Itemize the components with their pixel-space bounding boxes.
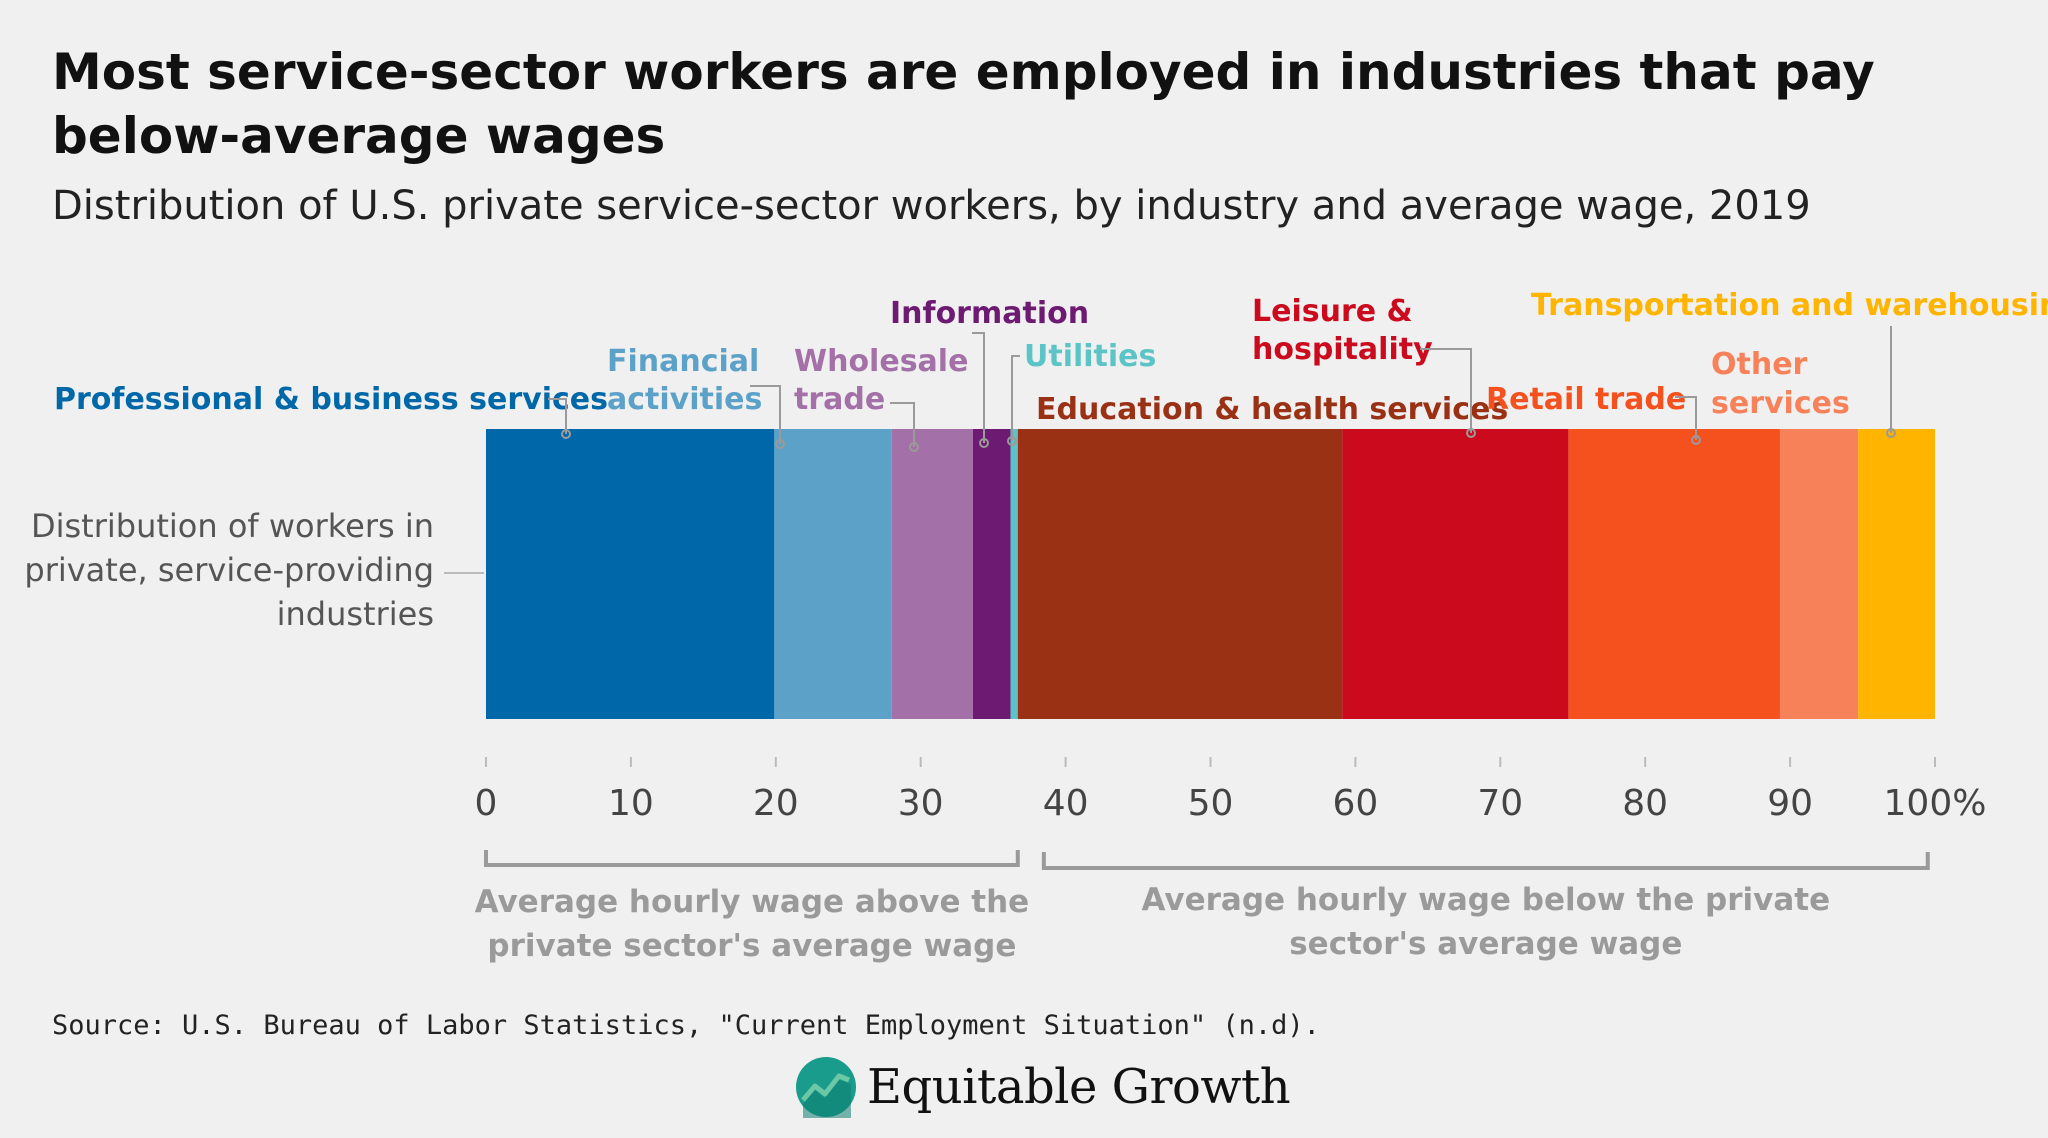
- equitable-growth-logo: Equitable Growth: [795, 1052, 1291, 1122]
- bar-segment-3: [972, 429, 1011, 719]
- x-tick-label-0: 0: [475, 783, 498, 824]
- bracket-0: [484, 850, 1020, 867]
- x-tick-label-9: 90: [1767, 783, 1813, 824]
- label-connector-dot-0: [561, 429, 571, 439]
- label-connector-dot-7: [1691, 435, 1701, 445]
- segment-label-3: Information: [890, 296, 1089, 331]
- label-connector-dot-4: [1007, 436, 1017, 446]
- bracket-label-1: Average hourly wage below the private sec…: [1142, 882, 1831, 962]
- label-connector-dot-1: [775, 439, 785, 449]
- row-label: Distribution of workers in private, servi…: [24, 507, 434, 633]
- x-tick-label-7: 70: [1477, 783, 1523, 824]
- bar-segment-2: [891, 429, 973, 719]
- label-connector-dot-2: [909, 442, 919, 452]
- logo-text: Equitable Growth: [867, 1059, 1291, 1115]
- label-connector-6: [1420, 348, 1472, 433]
- x-tick-label-3: 30: [898, 783, 944, 824]
- source-note: Source: U.S. Bureau of Labor Statistics,…: [52, 1010, 1320, 1041]
- growth-chart-icon: [796, 1057, 856, 1118]
- chart-title: Most service-sector workers are employed…: [52, 43, 1875, 165]
- bar-segment-4: [1010, 429, 1018, 719]
- segment-label-2: Wholesale trade: [794, 344, 968, 417]
- label-connector-1: [750, 385, 781, 444]
- segment-label-9: Transportation and warehousing: [1531, 288, 2048, 323]
- label-connector-0: [548, 398, 567, 434]
- bracket-label-0: Average hourly wage above the private sec…: [475, 884, 1030, 964]
- x-tick-label-1: 10: [608, 783, 654, 824]
- label-connector-dot-9: [1886, 428, 1896, 438]
- label-connector-dot-3: [979, 438, 989, 448]
- x-tick-label-8: 80: [1622, 783, 1668, 824]
- x-tick-label-4: 40: [1043, 783, 1089, 824]
- label-connector-2: [890, 402, 915, 447]
- bar-segment-7: [1568, 429, 1780, 719]
- bar-segment-6: [1342, 429, 1569, 719]
- bracket-1: [1041, 852, 1930, 870]
- chart-subtitle: Distribution of U.S. private service-sec…: [52, 183, 1811, 229]
- x-tick-label-6: 60: [1332, 783, 1378, 824]
- segment-label-8: Other services: [1711, 347, 1850, 421]
- bar-segment-1: [774, 429, 892, 719]
- label-connector-4: [1011, 355, 1020, 441]
- segment-label-0: Professional & business services: [54, 382, 608, 417]
- bar-segment-5: [1017, 429, 1343, 719]
- x-tick-label-2: 20: [753, 783, 799, 824]
- label-connector-dot-6: [1466, 428, 1476, 438]
- segment-label-1: Financial activities: [607, 344, 762, 417]
- segment-label-5: Education & health services: [1036, 392, 1508, 427]
- segment-label-4: Utilities: [1024, 339, 1156, 374]
- x-tick-label-5: 50: [1188, 783, 1234, 824]
- x-tick-label-10: 100%: [1884, 783, 1987, 824]
- bar-segment-9: [1858, 429, 1935, 719]
- segment-label-6: Leisure & hospitality: [1252, 294, 1433, 367]
- label-connector-3: [972, 332, 985, 443]
- stacked-bar-chart: Distribution of workers in private, servi…: [24, 288, 2048, 964]
- bar-segment-8: [1779, 429, 1859, 719]
- label-connector-7: [1675, 396, 1697, 440]
- bar-segment-0: [486, 429, 775, 719]
- segment-label-7: Retail trade: [1486, 382, 1686, 417]
